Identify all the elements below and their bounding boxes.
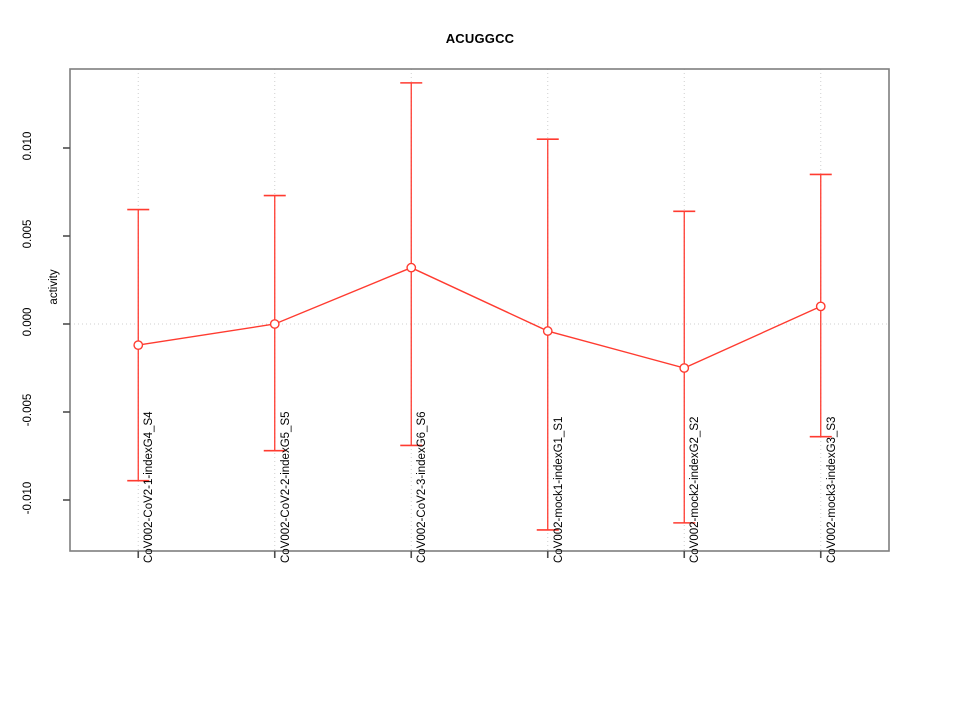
axis-frame-group (69, 68, 890, 552)
series-connector-line (138, 266, 822, 369)
x-tick-label: CoV002-CoV2-2-indexG5_S5 (279, 411, 292, 563)
axis-ticks-group (63, 147, 822, 558)
x-tick-label: CoV002-mock1-indexG1_S1 (552, 416, 565, 563)
data-point-markers-group (133, 262, 826, 373)
chart-title: ACUGGCC (445, 31, 515, 46)
data-point-marker[interactable] (679, 363, 690, 373)
data-point-marker[interactable] (133, 340, 144, 351)
connector-line-group (138, 266, 822, 369)
x-tick-label: CoV002-mock2-indexG2_S2 (689, 416, 702, 563)
y-tick-label: -0.010 (22, 481, 34, 515)
y-tick-label: 0.000 (22, 307, 34, 337)
gridlines-group (137, 69, 822, 551)
data-point-marker[interactable] (406, 262, 417, 273)
error-bars-group (127, 82, 832, 531)
y-tick-label: -0.005 (22, 393, 34, 427)
data-point-marker[interactable] (815, 301, 826, 312)
y-tick-label: 0.010 (22, 131, 34, 161)
x-tick-label: CoV002-mock3-indexG3_S3 (825, 416, 838, 563)
data-point-marker[interactable] (269, 319, 280, 329)
data-point-marker[interactable] (542, 326, 553, 336)
plot-frame (69, 68, 890, 552)
x-tick-label: CoV002-CoV2-3-indexG6_S6 (416, 411, 429, 563)
x-tick-label: CoV002-CoV2-1-indexG4_S4 (143, 411, 156, 563)
y-tick-label: 0.005 (22, 219, 34, 249)
